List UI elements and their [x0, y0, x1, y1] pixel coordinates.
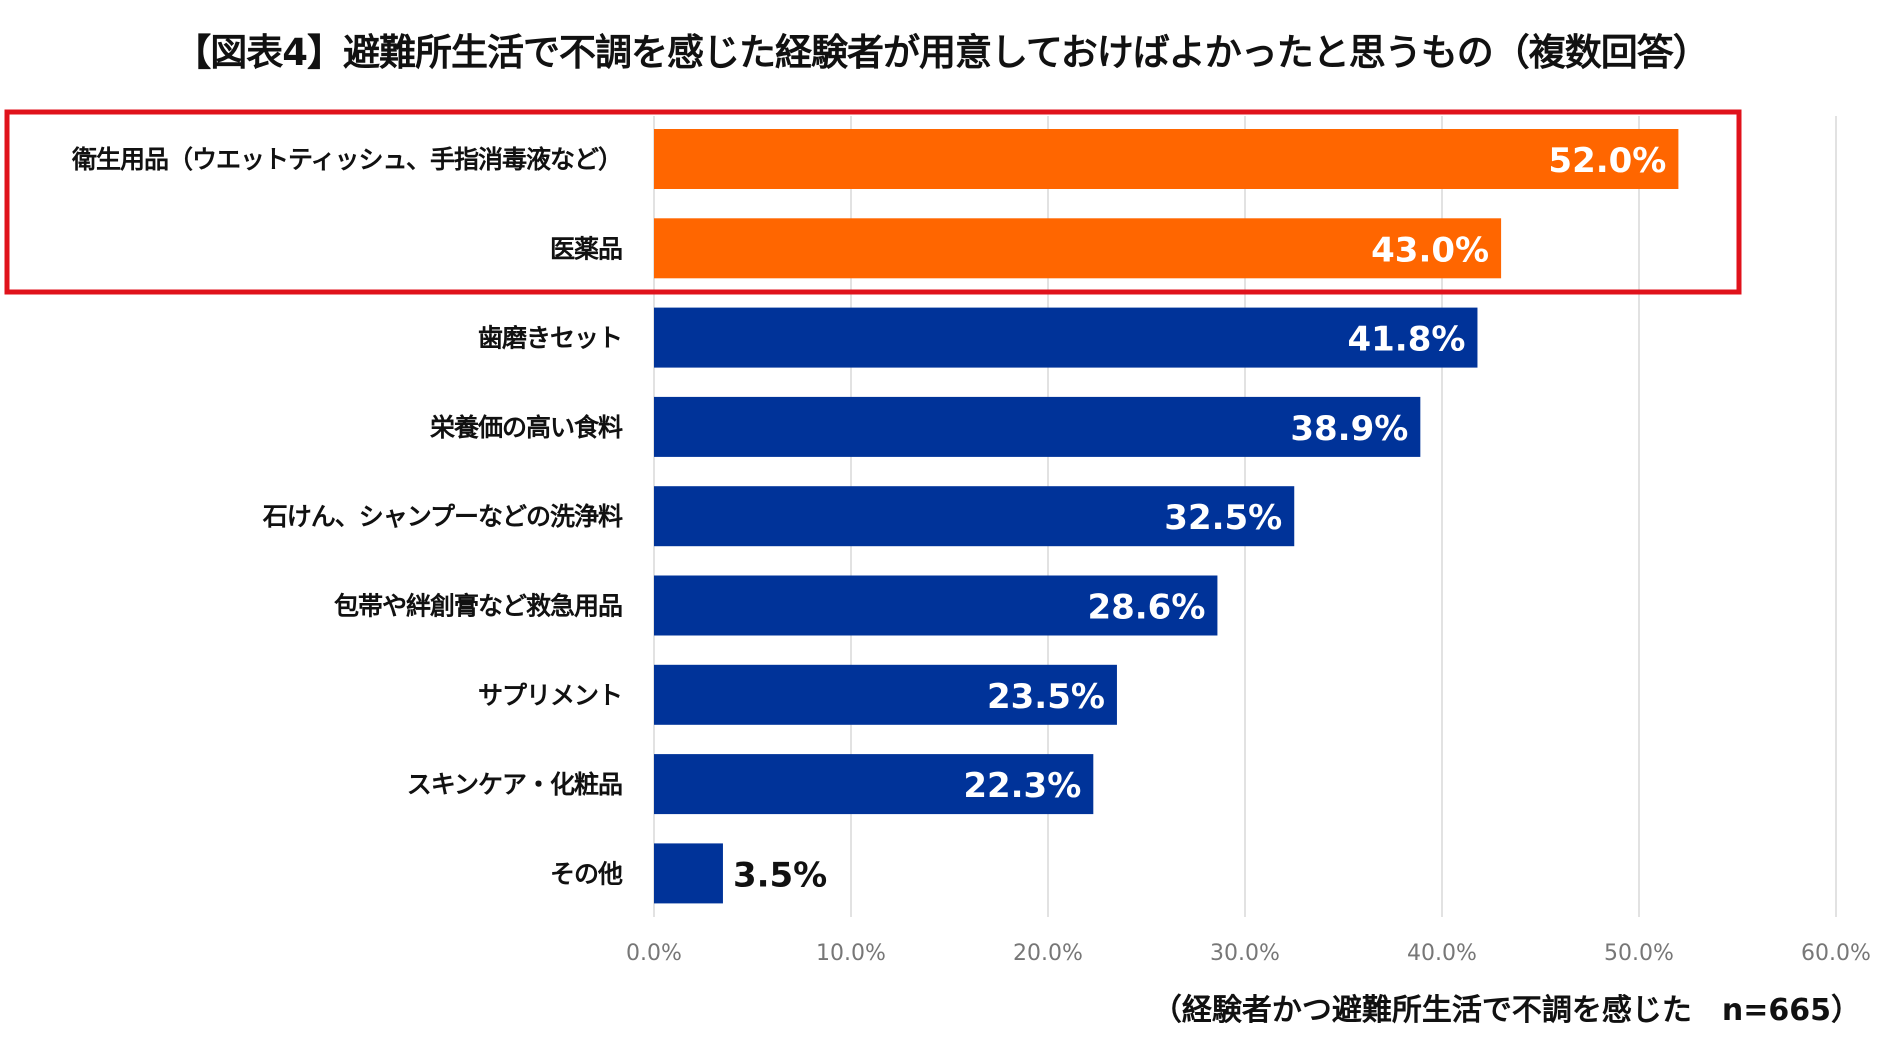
- bar: [654, 396, 1421, 457]
- chart-title: 【図表4】避難所生活で不調を感じた経験者が用意しておけばよかったと思うもの（複数…: [174, 31, 1710, 74]
- x-tick-label: 20.0%: [1013, 941, 1083, 966]
- x-tick-label: 0.0%: [626, 941, 682, 966]
- x-tick-label: 60.0%: [1801, 941, 1871, 966]
- bar: [654, 486, 1295, 547]
- x-tick-label: 30.0%: [1210, 941, 1280, 966]
- category-label: サプリメント: [478, 681, 622, 710]
- bar: [654, 129, 1679, 189]
- bar: [654, 575, 1218, 636]
- category-label: 医薬品: [550, 234, 622, 263]
- bar: [654, 218, 1502, 279]
- sample-note: （経験者かつ避難所生活で不調を感じた n=665）: [1151, 993, 1861, 1028]
- category-label: スキンケア・化粧品: [407, 770, 622, 799]
- category-label: 石けん、シャンプーなどの洗浄料: [262, 502, 623, 531]
- x-tick-label: 10.0%: [816, 941, 886, 966]
- data-label: 22.3%: [963, 766, 1081, 806]
- category-label: 歯磨きセット: [478, 324, 622, 353]
- category-label: 包帯や絆創膏など救急用品: [334, 592, 622, 621]
- x-tick-label: 40.0%: [1407, 941, 1477, 966]
- bar: [654, 843, 723, 904]
- data-label: 3.5%: [733, 855, 827, 895]
- category-label: 栄養価の高い食料: [429, 413, 623, 442]
- bar: [654, 664, 1117, 725]
- data-label: 43.0%: [1371, 230, 1489, 270]
- bar: [654, 307, 1478, 368]
- x-tick-label: 50.0%: [1604, 941, 1674, 966]
- category-label: 衛生用品（ウエットティッシュ、手指消毒液など）: [71, 145, 622, 174]
- data-label: 28.6%: [1087, 588, 1205, 628]
- bar: [654, 754, 1094, 815]
- data-label: 23.5%: [987, 677, 1105, 717]
- data-label: 52.0%: [1548, 141, 1666, 181]
- highlight-box: [4, 109, 1742, 295]
- data-label: 38.9%: [1290, 409, 1408, 449]
- data-label: 32.5%: [1164, 498, 1282, 538]
- category-label: その他: [550, 859, 623, 888]
- data-label: 41.8%: [1347, 320, 1465, 360]
